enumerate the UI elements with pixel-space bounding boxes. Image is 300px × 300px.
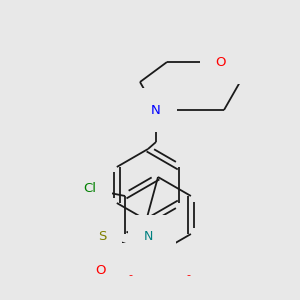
Text: N: N [151, 103, 161, 116]
Text: O: O [175, 277, 185, 290]
Text: O: O [131, 277, 141, 290]
Text: -: - [128, 270, 132, 280]
Text: +: + [162, 261, 170, 271]
Text: O: O [216, 56, 226, 68]
Text: N: N [153, 265, 163, 278]
Text: O: O [96, 265, 106, 278]
Text: H: H [136, 261, 144, 271]
Text: Cl: Cl [84, 182, 97, 196]
Text: S: S [98, 230, 106, 244]
Text: N: N [143, 230, 153, 242]
Text: -: - [186, 270, 190, 280]
Text: N: N [125, 257, 135, 271]
Text: H: H [154, 228, 162, 238]
